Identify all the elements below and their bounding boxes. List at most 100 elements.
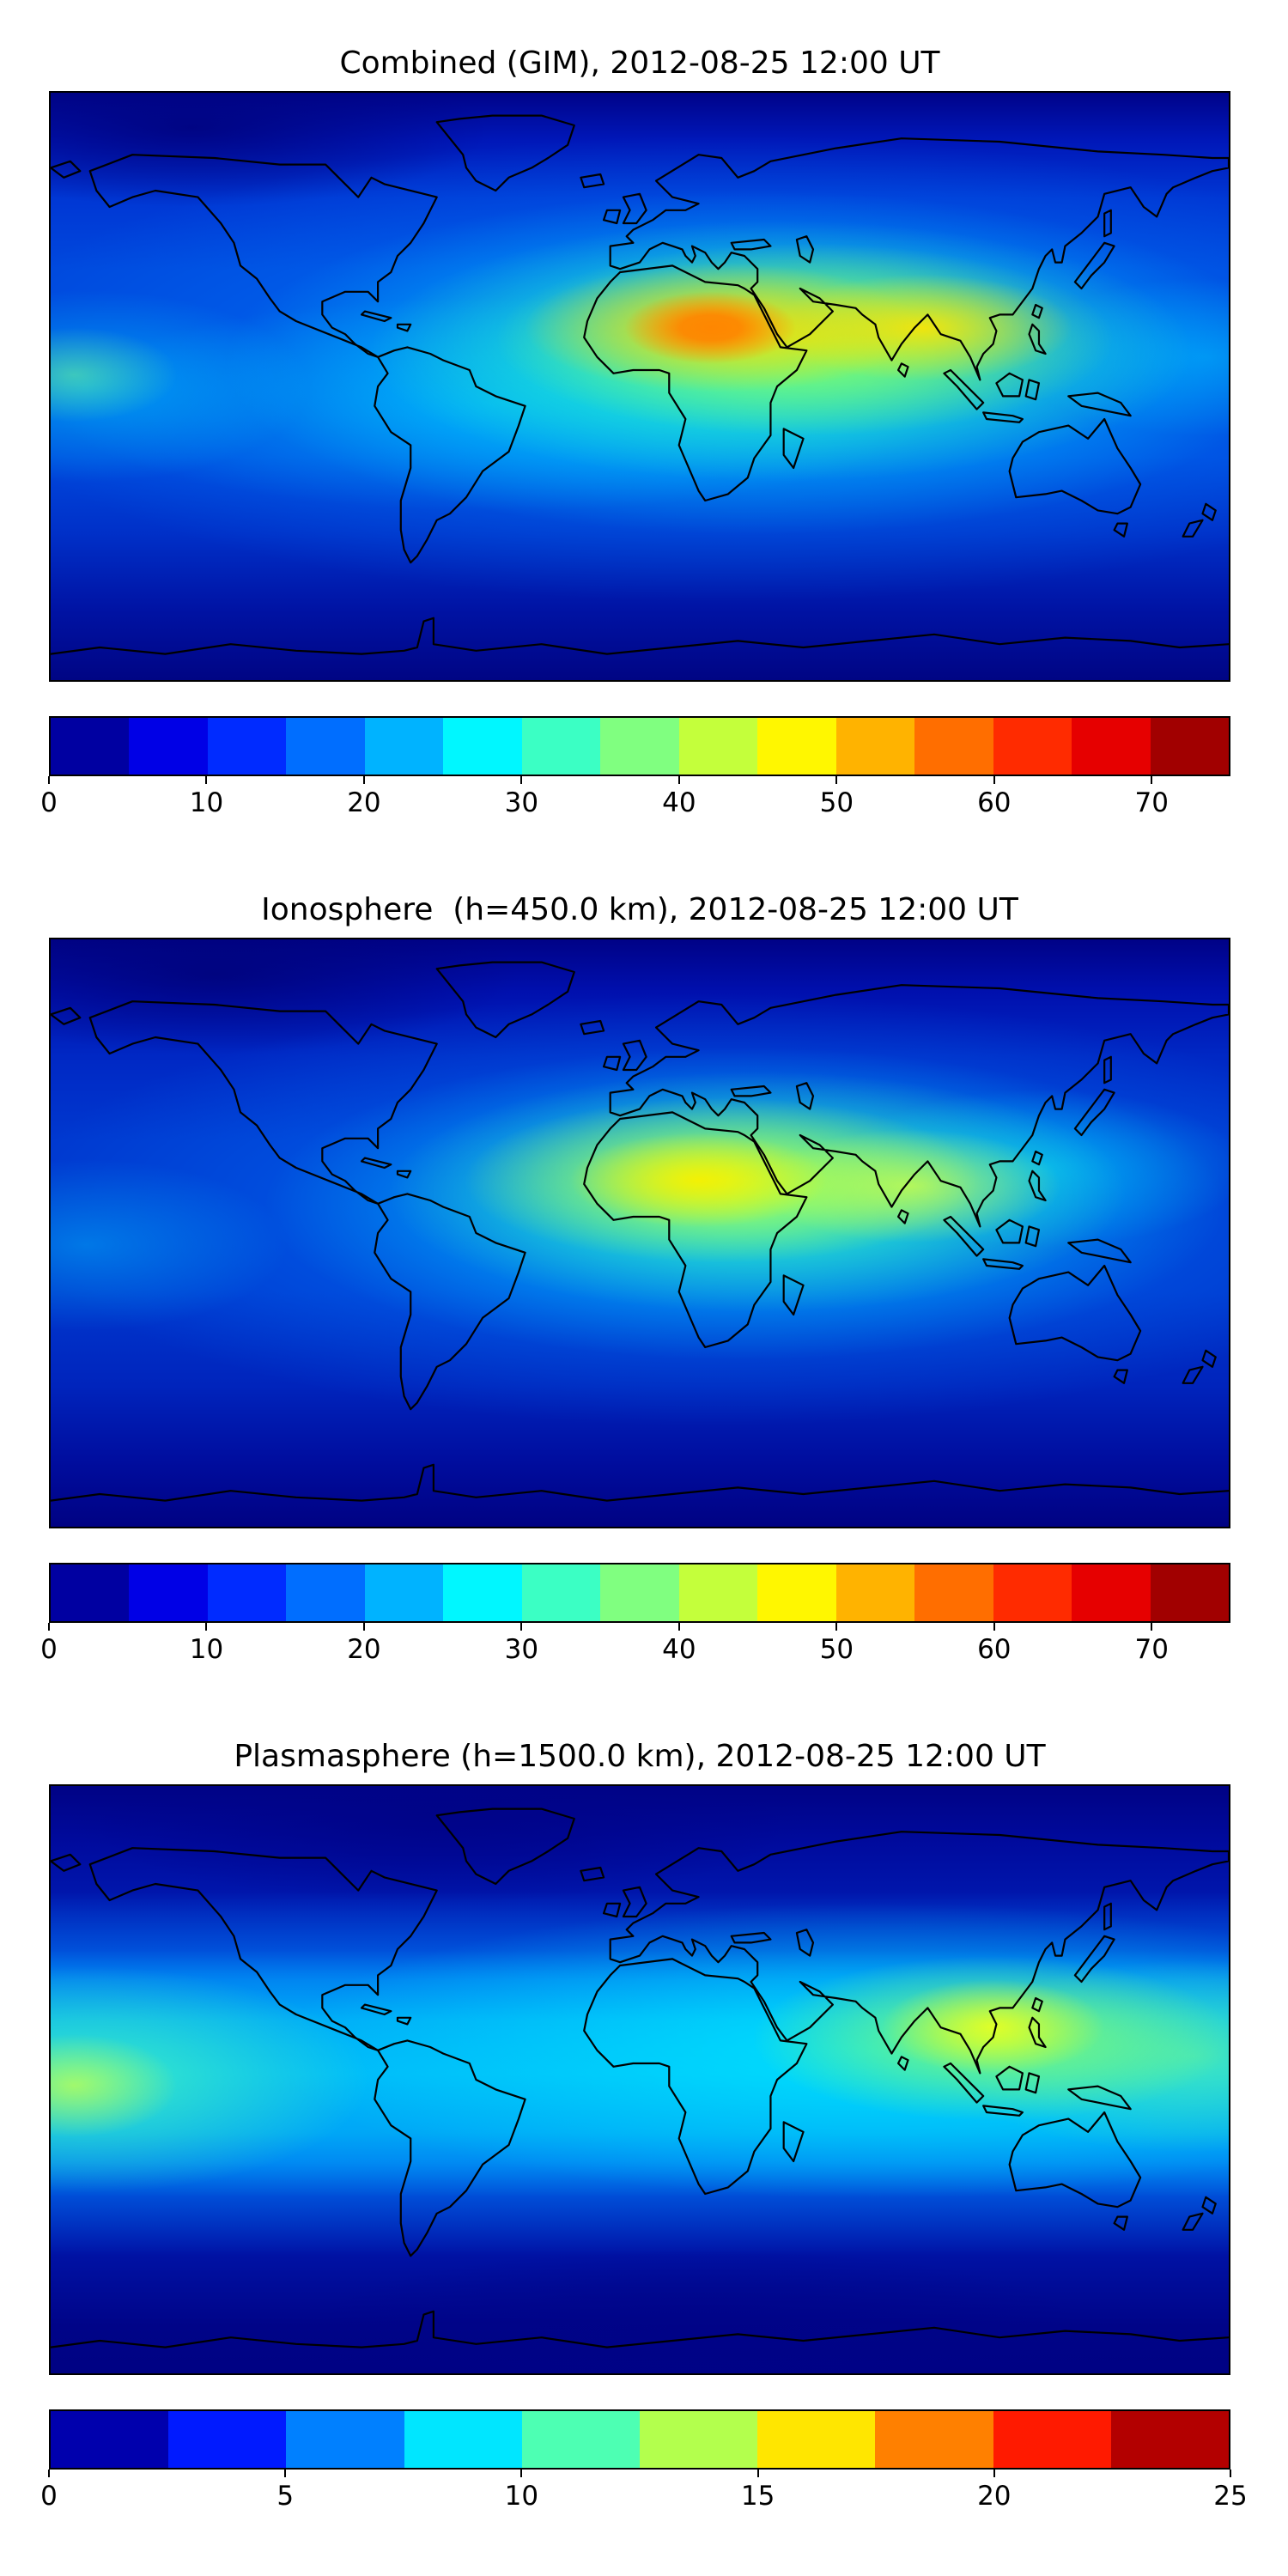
colorbar-segments xyxy=(51,1564,1230,1621)
colorbar-segment xyxy=(286,1564,365,1621)
colorbar-ticks-combined: 0 10 20 30 40 50 60 70 xyxy=(40,776,1230,826)
colorbar-tick-mark xyxy=(520,2470,523,2477)
colorbar-tick-mark xyxy=(835,776,838,784)
colorbar-ticks-plasmasphere: 0 5 10 15 20 25 xyxy=(40,2470,1248,2519)
colorbar-tick-label: 40 xyxy=(662,787,696,818)
coastlines-overlay xyxy=(51,93,1229,680)
colorbar-segment xyxy=(51,718,130,775)
map-ionosphere xyxy=(49,938,1230,1528)
colorbar-tick-label: 50 xyxy=(819,1634,854,1665)
tec-field-combined xyxy=(51,93,1229,680)
colorbar-segment xyxy=(875,2411,993,2468)
colorbar-segment xyxy=(600,1564,679,1621)
colorbar-segment xyxy=(168,2411,287,2468)
colorbar-tick-mark xyxy=(993,2470,995,2477)
colorbar-segment xyxy=(1072,1564,1151,1621)
colorbar-tick-label: 50 xyxy=(819,787,854,818)
colorbar-segment xyxy=(678,718,758,775)
colorbar-segment xyxy=(443,1564,522,1621)
colorbar-segment xyxy=(364,1564,444,1621)
colorbar-tick-label: 30 xyxy=(504,787,539,818)
colorbar-tick-mark xyxy=(362,1623,365,1631)
colorbar-segment xyxy=(993,1564,1072,1621)
colorbar-segment xyxy=(678,1564,758,1621)
continent-outlines xyxy=(51,1809,1229,2348)
colorbar-tick-label: 10 xyxy=(189,787,224,818)
colorbar-segments xyxy=(51,718,1230,775)
panel-title-plasmasphere: Plasmasphere (h=1500.0 km), 2012-08-25 1… xyxy=(234,1739,1046,1774)
colorbar-segment xyxy=(1110,2411,1230,2468)
colorbar-segment xyxy=(1072,718,1151,775)
panel-title-combined: Combined (GIM), 2012-08-25 12:00 UT xyxy=(339,46,940,81)
colorbar-segment xyxy=(640,2411,758,2468)
colorbar-tick-label: 10 xyxy=(189,1634,224,1665)
colorbar-plasmasphere xyxy=(49,2409,1230,2470)
colorbar-tick-label: 0 xyxy=(40,787,58,818)
colorbar-tick-label: 20 xyxy=(977,2481,1012,2512)
colorbar-tick-label: 0 xyxy=(40,1634,58,1665)
panel-plasmasphere: Plasmasphere (h=1500.0 km), 2012-08-25 1… xyxy=(40,1693,1248,2519)
colorbar-segment xyxy=(757,1564,836,1621)
colorbar-tick-mark xyxy=(48,776,50,784)
colorbar-tick-label: 0 xyxy=(40,2481,58,2512)
colorbar-segment xyxy=(443,718,522,775)
colorbar-segment xyxy=(835,1564,915,1621)
continent-outlines xyxy=(51,963,1229,1501)
colorbar-segment xyxy=(364,718,444,775)
colorbar-tick-mark xyxy=(48,1623,50,1631)
coastlines-overlay xyxy=(51,1786,1229,2373)
colorbar-tick-mark xyxy=(993,1623,995,1631)
colorbar-segment xyxy=(993,2411,1111,2468)
colorbar-segment xyxy=(1150,718,1230,775)
colorbar-segment xyxy=(207,1564,287,1621)
colorbar-segment xyxy=(914,1564,993,1621)
colorbar-segment xyxy=(993,718,1072,775)
colorbar-tick-mark xyxy=(205,776,208,784)
colorbar-tick-mark xyxy=(284,2470,287,2477)
colorbar-ionosphere xyxy=(49,1563,1230,1623)
colorbar-tick-mark xyxy=(756,2470,759,2477)
colorbar-tick-label: 20 xyxy=(347,787,381,818)
map-plasmasphere xyxy=(49,1784,1230,2375)
colorbar-tick-mark xyxy=(677,1623,680,1631)
colorbar-segment xyxy=(521,718,601,775)
colorbar-combined xyxy=(49,716,1230,776)
colorbar-tick-mark xyxy=(1230,2470,1231,2477)
colorbar-tick-mark xyxy=(677,776,680,784)
colorbar-segment xyxy=(521,1564,601,1621)
island-and-sea-outlines xyxy=(51,161,1216,537)
colorbar-tick-mark xyxy=(205,1623,208,1631)
panel-title-ionosphere: Ionosphere (h=450.0 km), 2012-08-25 12:0… xyxy=(261,892,1018,927)
colorbar-tick-label: 20 xyxy=(347,1634,381,1665)
colorbar-segment xyxy=(757,2411,876,2468)
tec-field-plasmasphere xyxy=(51,1786,1229,2373)
colorbar-segment xyxy=(1150,1564,1230,1621)
panel-combined: Combined (GIM), 2012-08-25 12:00 UT 0 10 2… xyxy=(40,0,1230,826)
colorbar-tick-label: 15 xyxy=(740,2481,775,2512)
colorbar-tick-label: 60 xyxy=(977,1634,1012,1665)
colorbar-tick-mark xyxy=(1151,1623,1153,1631)
colorbar-tick-label: 70 xyxy=(1134,787,1169,818)
coastlines-overlay xyxy=(51,939,1229,1527)
colorbar-segment xyxy=(914,718,993,775)
colorbar-segment xyxy=(600,718,679,775)
colorbar-segment xyxy=(207,718,287,775)
colorbar-tick-label: 5 xyxy=(276,2481,295,2512)
colorbar-tick-mark xyxy=(993,776,995,784)
colorbar-segment xyxy=(286,718,365,775)
colorbar-segment xyxy=(129,718,208,775)
colorbar-segment xyxy=(404,2411,522,2468)
colorbar-tick-mark xyxy=(520,776,523,784)
colorbar-tick-mark xyxy=(835,1623,838,1631)
colorbar-segment xyxy=(51,1564,130,1621)
colorbar-segment xyxy=(521,2411,641,2468)
colorbar-segments xyxy=(51,2411,1230,2468)
colorbar-tick-mark xyxy=(520,1623,523,1631)
colorbar-segment xyxy=(757,718,836,775)
colorbar-tick-label: 70 xyxy=(1134,1634,1169,1665)
colorbar-tick-label: 10 xyxy=(504,2481,539,2512)
colorbar-ticks-ionosphere: 0 10 20 30 40 50 60 70 xyxy=(40,1623,1230,1673)
colorbar-tick-mark xyxy=(48,2470,50,2477)
colorbar-segment xyxy=(51,2411,169,2468)
